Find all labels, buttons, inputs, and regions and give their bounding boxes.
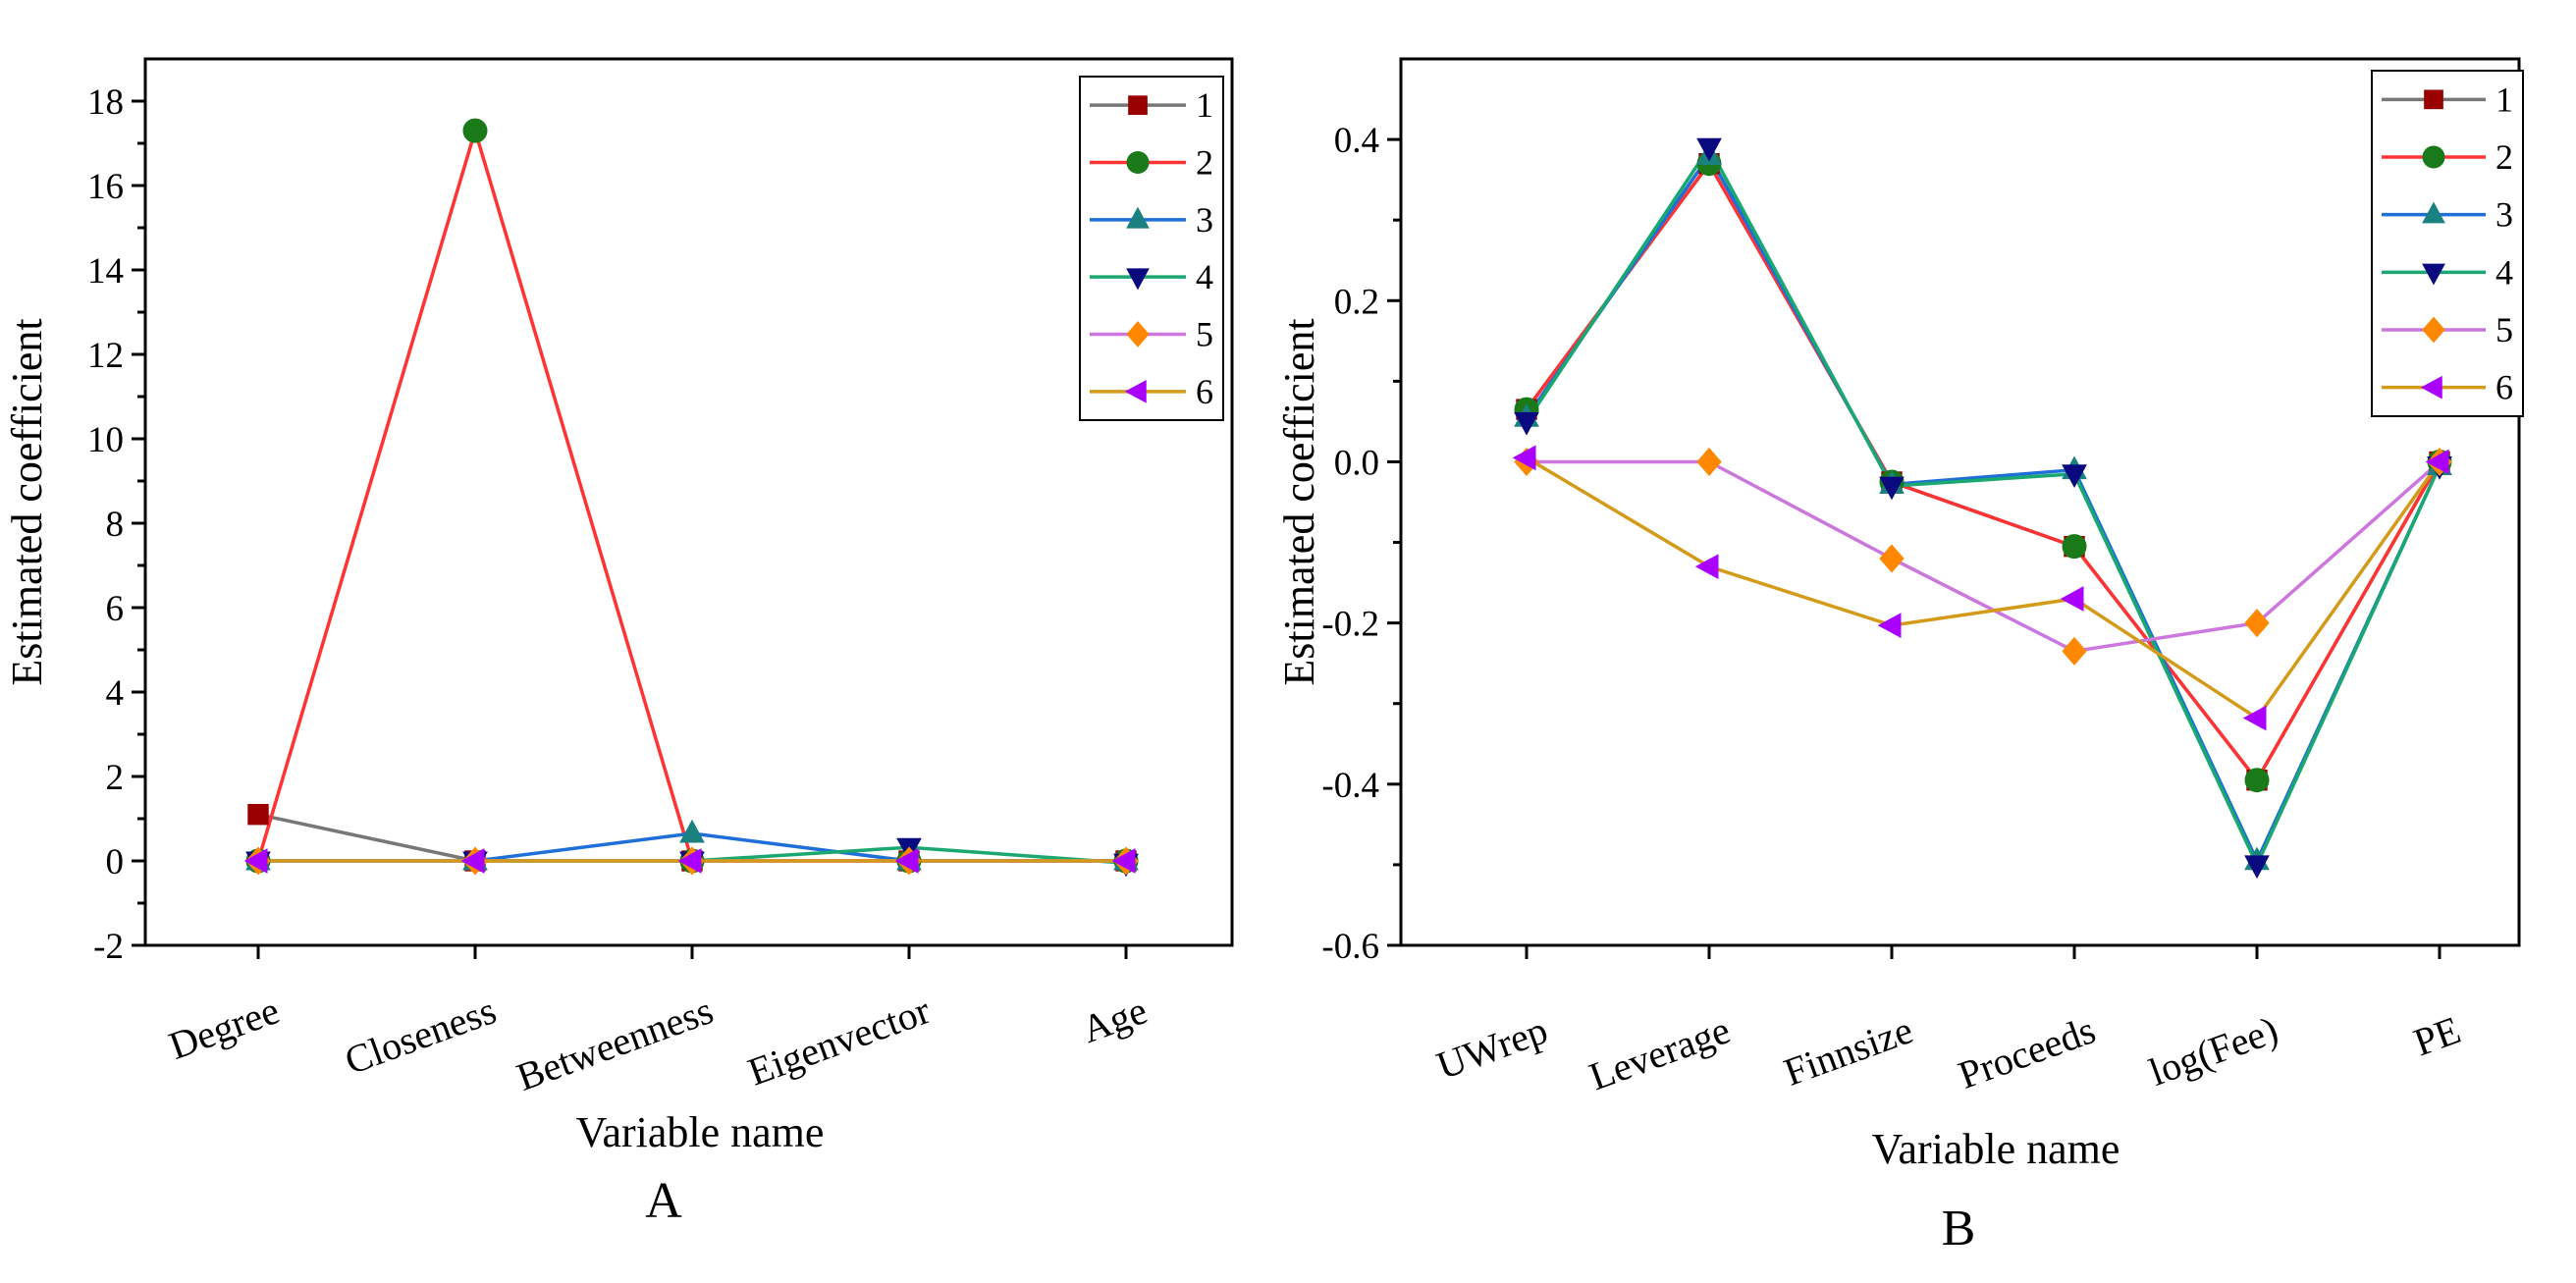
legend-marker-b-6 xyxy=(2420,375,2442,400)
data-point-a-3 xyxy=(679,819,705,843)
legend-marker-b-2 xyxy=(2422,145,2445,169)
legend-label-b-1: 1 xyxy=(2496,80,2513,119)
data-point-b-6 xyxy=(2060,586,2084,612)
x-tick-label-b: Finnsize xyxy=(1778,1007,1918,1095)
x-tick-label-b: UWrep xyxy=(1431,1007,1554,1088)
x-tick-label-a: Closeness xyxy=(339,988,502,1083)
x-tick-label-b: PE xyxy=(2408,1007,2466,1064)
data-point-b-2 xyxy=(2244,768,2270,793)
legend-marker-a-2 xyxy=(1126,151,1150,174)
legend-marker-b-5 xyxy=(2422,316,2445,344)
legend-marker-b-3 xyxy=(2422,201,2445,224)
series-line-b-3 xyxy=(1525,152,2442,865)
data-point-b-5 xyxy=(2244,609,2270,638)
x-tick-label-a: Eigenvector xyxy=(742,988,936,1094)
legend-marker-a-4 xyxy=(1126,268,1150,291)
y-tick-label-b: 0.2 xyxy=(1334,282,1379,322)
x-axis-title-a: Variable name xyxy=(576,1108,825,1156)
data-point-a-6 xyxy=(243,848,268,874)
panel-label-a: A xyxy=(645,1173,682,1229)
data-point-a-2 xyxy=(462,118,488,143)
data-point-b-6 xyxy=(2242,705,2267,731)
legend-label-a-1: 1 xyxy=(1196,85,1213,125)
series-line-b-1 xyxy=(1525,160,2442,783)
legend-label-a-4: 4 xyxy=(1196,257,1213,296)
data-point-a-6 xyxy=(894,848,919,874)
y-tick-label-a: 8 xyxy=(106,505,125,545)
y-tick-label-a: 10 xyxy=(87,420,124,460)
legend-marker-a-3 xyxy=(1126,206,1150,229)
legend-b: 1 2 3 4 5 6 xyxy=(2371,70,2524,417)
y-tick-label-b: -0.4 xyxy=(1321,766,1379,806)
panel-label-b: B xyxy=(1942,1201,1976,1256)
legend-label-a-5: 5 xyxy=(1196,315,1213,354)
data-point-a-6 xyxy=(460,848,485,874)
series-line-b-6 xyxy=(1526,455,2442,721)
data-point-a-6 xyxy=(1111,848,1136,874)
plot-frame-a xyxy=(143,57,1234,947)
legend-marker-b-4 xyxy=(2422,263,2445,286)
legend-marker-b-1 xyxy=(2424,89,2443,110)
y-tick-label-b: -0.2 xyxy=(1321,605,1379,645)
x-tick-label-a: Betweenness xyxy=(510,988,719,1099)
y-tick-label-b: 0.4 xyxy=(1334,121,1379,161)
data-point-b-4 xyxy=(2244,855,2270,880)
data-point-b-4 xyxy=(2062,464,2087,489)
data-point-b-6 xyxy=(1694,554,1719,580)
panel-b: -0.6 -0.4 -0.2 0.0 0.2 0.4 UWrep Leverage Finnsi… xyxy=(1275,57,2524,1256)
data-point-b-4 xyxy=(1514,411,1539,436)
data-point-a-6 xyxy=(677,848,702,874)
x-tick-label-b: Leverage xyxy=(1583,1007,1736,1098)
legend-label-b-6: 6 xyxy=(2496,368,2513,407)
legend-box-a xyxy=(1079,76,1224,421)
legend-label-b-2: 2 xyxy=(2496,137,2513,177)
x-tick-label-b: log(Fee) xyxy=(2143,1007,2283,1095)
legend-marker-a-1 xyxy=(1128,95,1148,116)
y-tick-label-a: 14 xyxy=(87,251,124,292)
y-tick-label-b: 0.0 xyxy=(1334,443,1379,483)
data-point-b-5 xyxy=(1879,544,1905,573)
legend-label-b-5: 5 xyxy=(2496,310,2513,349)
series-line-a-2 xyxy=(256,124,1126,863)
y-tick-label-a: 4 xyxy=(106,673,125,714)
plot-frame-b xyxy=(1399,57,2521,947)
y-tick-label-a: 2 xyxy=(106,758,125,798)
y-tick-label-b: -0.6 xyxy=(1321,927,1379,967)
y-axis-title-b: Estimated coefficient xyxy=(1275,318,1323,685)
x-tick-label-a: Age xyxy=(1076,988,1153,1051)
legend-label-a-2: 2 xyxy=(1196,143,1213,183)
data-point-a-1 xyxy=(247,804,269,826)
data-point-b-4 xyxy=(1879,476,1905,501)
y-tick-label-a: 12 xyxy=(87,336,124,376)
y-axis-title-a: Estimated coefficient xyxy=(3,318,51,685)
x-tick-label-a: Degree xyxy=(163,988,285,1068)
legend-marker-a-5 xyxy=(1126,321,1150,347)
data-point-b-6 xyxy=(2425,449,2449,475)
y-tick-label-a: -2 xyxy=(93,927,124,967)
data-point-b-6 xyxy=(1512,445,1536,471)
legend-marker-a-6 xyxy=(1124,379,1147,403)
y-tick-label-a: 18 xyxy=(87,82,124,123)
x-tick-label-b: Proceeds xyxy=(1953,1007,2101,1097)
legend-a: 1 2 3 4 5 6 xyxy=(1079,76,1224,421)
x-axis-title-b: Variable name xyxy=(1872,1125,2120,1173)
data-point-b-5 xyxy=(2062,636,2087,666)
y-tick-label-a: 0 xyxy=(106,842,125,882)
y-tick-label-a: 16 xyxy=(87,167,124,207)
legend-label-a-3: 3 xyxy=(1196,200,1213,240)
legend-box-b xyxy=(2371,70,2524,417)
data-point-b-6 xyxy=(1877,613,1902,638)
series-line-b-4 xyxy=(1525,143,2442,870)
y-tick-label-a: 6 xyxy=(106,589,125,629)
series-line-b-5 xyxy=(1527,459,2442,654)
series-line-b-2 xyxy=(1525,160,2442,783)
data-point-b-2 xyxy=(2062,534,2087,560)
legend-label-b-4: 4 xyxy=(2496,252,2513,292)
legend-label-a-6: 6 xyxy=(1196,372,1213,411)
data-point-b-5 xyxy=(1696,447,1722,477)
legend-label-b-3: 3 xyxy=(2496,195,2513,235)
data-point-b-4 xyxy=(1696,137,1722,162)
